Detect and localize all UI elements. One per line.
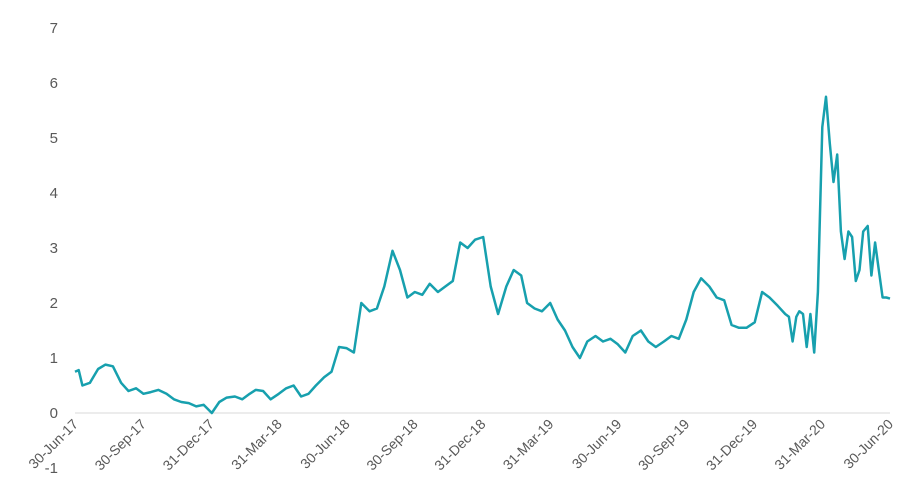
y-tick-label: -1 xyxy=(45,460,58,477)
y-tick-label: 1 xyxy=(50,350,58,367)
x-tick-label: 31-Dec-17 xyxy=(159,416,217,474)
y-tick-label: 6 xyxy=(50,75,58,92)
series-line xyxy=(74,95,891,415)
x-tick-label: 31-Dec-18 xyxy=(431,416,489,474)
y-tick-label: 2 xyxy=(50,295,58,312)
y-tick-label: 4 xyxy=(50,185,58,202)
x-tick-label: 31-Dec-19 xyxy=(703,416,761,474)
x-tick-label: 30-Jun-18 xyxy=(297,416,353,472)
y-tick-label: 7 xyxy=(50,20,58,37)
y-tick-label: 3 xyxy=(50,240,58,257)
y-axis: 7 6 5 4 3 2 1 0 -1 xyxy=(45,20,58,477)
y-tick-label: 5 xyxy=(50,130,58,147)
x-tick-label: 30-Sep-18 xyxy=(363,416,421,474)
y-tick-label: 0 xyxy=(50,405,58,422)
x-tick-label: 30-Sep-17 xyxy=(91,416,149,474)
x-tick-label: 30-Jun-19 xyxy=(569,416,625,472)
x-tick-label: 31-Mar-18 xyxy=(228,416,285,473)
x-axis: 30-Jun-17 30-Sep-17 31-Dec-17 31-Mar-18 30-J… xyxy=(25,412,896,474)
x-tick-label: 30-Sep-19 xyxy=(635,416,693,474)
plot-area xyxy=(74,95,891,415)
x-tick-label: 31-Mar-19 xyxy=(500,416,557,473)
x-tick-label: 30-Jun-20 xyxy=(840,416,896,472)
x-tick-label: 31-Mar-20 xyxy=(771,416,828,473)
